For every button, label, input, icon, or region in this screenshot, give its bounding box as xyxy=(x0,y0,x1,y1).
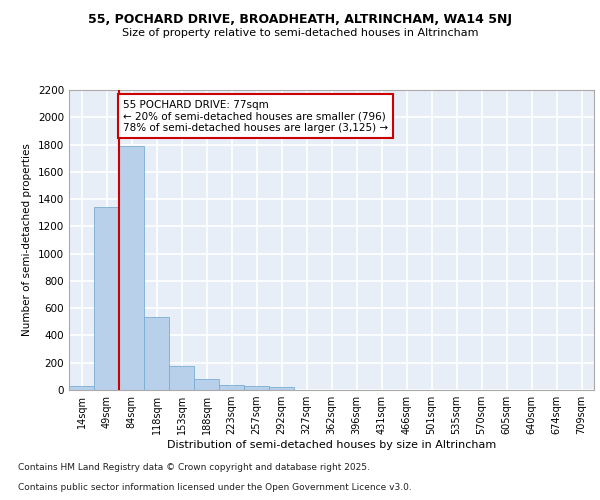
Text: Size of property relative to semi-detached houses in Altrincham: Size of property relative to semi-detach… xyxy=(122,28,478,38)
Text: Contains HM Land Registry data © Crown copyright and database right 2025.: Contains HM Land Registry data © Crown c… xyxy=(18,464,370,472)
Bar xyxy=(269,388,294,390)
Bar xyxy=(144,317,169,390)
X-axis label: Distribution of semi-detached houses by size in Altrincham: Distribution of semi-detached houses by … xyxy=(167,440,496,450)
Bar xyxy=(69,386,94,390)
Bar xyxy=(219,385,244,390)
Bar xyxy=(194,379,219,390)
Bar xyxy=(169,366,194,390)
Text: 55 POCHARD DRIVE: 77sqm
← 20% of semi-detached houses are smaller (796)
78% of s: 55 POCHARD DRIVE: 77sqm ← 20% of semi-de… xyxy=(123,100,388,132)
Bar xyxy=(244,386,269,390)
Bar xyxy=(94,208,119,390)
Text: 55, POCHARD DRIVE, BROADHEATH, ALTRINCHAM, WA14 5NJ: 55, POCHARD DRIVE, BROADHEATH, ALTRINCHA… xyxy=(88,12,512,26)
Bar xyxy=(119,146,144,390)
Text: Contains public sector information licensed under the Open Government Licence v3: Contains public sector information licen… xyxy=(18,484,412,492)
Y-axis label: Number of semi-detached properties: Number of semi-detached properties xyxy=(22,144,32,336)
